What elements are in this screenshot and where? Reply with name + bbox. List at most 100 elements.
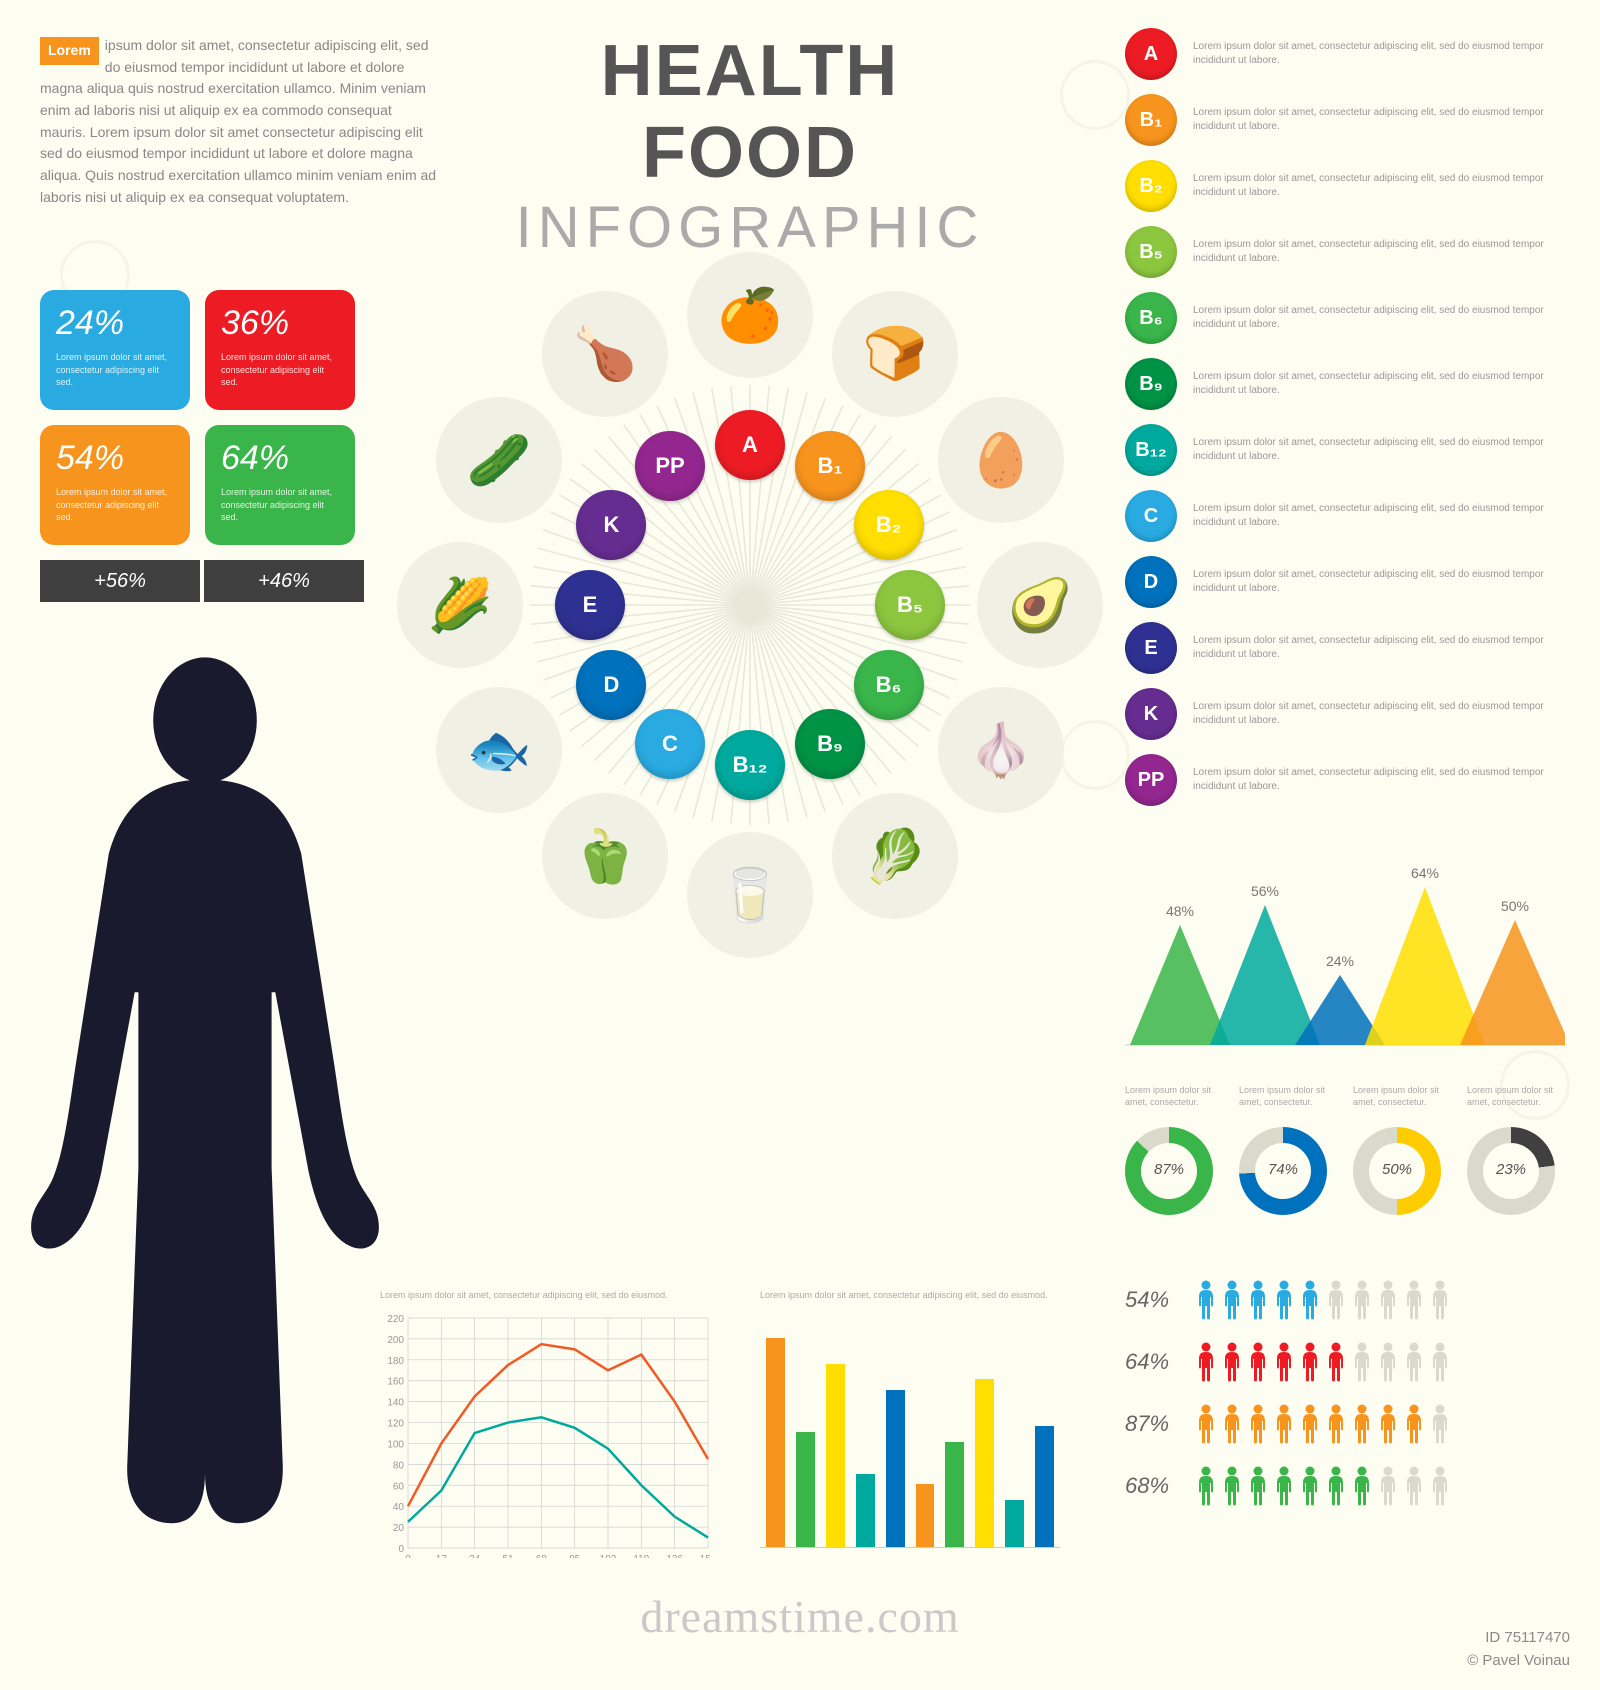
food-slot-B₅: 🥑 bbox=[977, 542, 1103, 668]
person-icon bbox=[1325, 1404, 1347, 1444]
legend-row-B₁: B₁ Lorem ipsum dolor sit amet, consectet… bbox=[1125, 94, 1565, 146]
vitamin-badge-D: D bbox=[576, 650, 646, 720]
people-icons bbox=[1195, 1280, 1451, 1320]
stat-tile-3: 64% Lorem ipsum dolor sit amet, consecte… bbox=[205, 425, 355, 545]
svg-text:34: 34 bbox=[469, 1554, 481, 1558]
svg-text:80: 80 bbox=[393, 1460, 405, 1471]
vitamin-badge-B₁: B₁ bbox=[795, 431, 865, 501]
people-pct: 54% bbox=[1125, 1287, 1195, 1313]
person-icon bbox=[1299, 1342, 1321, 1382]
legend-badge: K bbox=[1125, 688, 1177, 740]
vitamin-badge-B₅: B₅ bbox=[875, 570, 945, 640]
line-series bbox=[408, 1417, 708, 1537]
bar-chart: Lorem ipsum dolor sit amet, consectetur … bbox=[760, 1290, 1080, 1570]
donut-1: Lorem ipsum dolor sit amet, consectetur.… bbox=[1239, 1085, 1337, 1215]
person-icon bbox=[1325, 1466, 1347, 1506]
watermark: dreamstime.com bbox=[640, 1590, 959, 1643]
triangle bbox=[1365, 887, 1485, 1045]
bar-chart-bars bbox=[760, 1308, 1060, 1548]
triangle-chart: 48%56%24%64%50% bbox=[1125, 875, 1565, 1055]
stat-tile-1: 36% Lorem ipsum dolor sit amet, consecte… bbox=[205, 290, 355, 410]
person-icon bbox=[1351, 1404, 1373, 1444]
person-icon bbox=[1377, 1404, 1399, 1444]
vitamin-badge-B₂: B₂ bbox=[854, 490, 924, 560]
donut-label: 50% bbox=[1353, 1161, 1441, 1178]
person-icon bbox=[1247, 1342, 1269, 1382]
person-icon bbox=[1221, 1466, 1243, 1506]
bar-7 bbox=[975, 1379, 994, 1546]
legend-row-B₆: B₆ Lorem ipsum dolor sit amet, consectet… bbox=[1125, 292, 1565, 344]
food-slot-B₁: 🍞 bbox=[832, 291, 958, 417]
person-icon bbox=[1221, 1280, 1243, 1320]
bar-0 bbox=[766, 1338, 785, 1547]
food-slot-K: 🥒 bbox=[436, 397, 562, 523]
people-row-0: 54% bbox=[1125, 1280, 1565, 1320]
svg-text:100: 100 bbox=[387, 1439, 404, 1450]
svg-text:20: 20 bbox=[393, 1523, 405, 1534]
delta-1: +56% bbox=[40, 560, 200, 602]
legend-badge: B₆ bbox=[1125, 292, 1177, 344]
legend-text: Lorem ipsum dolor sit amet, consectetur … bbox=[1193, 766, 1565, 794]
person-icon bbox=[1429, 1342, 1451, 1382]
legend-text: Lorem ipsum dolor sit amet, consectetur … bbox=[1193, 370, 1565, 398]
people-pct: 87% bbox=[1125, 1411, 1195, 1437]
legend-row-B₉: B₉ Lorem ipsum dolor sit amet, consectet… bbox=[1125, 358, 1565, 410]
svg-text:220: 220 bbox=[387, 1314, 404, 1325]
legend-text: Lorem ipsum dolor sit amet, consectetur … bbox=[1193, 568, 1565, 596]
person-icon bbox=[1351, 1280, 1373, 1320]
person-icon bbox=[1325, 1342, 1347, 1382]
legend-row-B₂: B₂ Lorem ipsum dolor sit amet, consectet… bbox=[1125, 160, 1565, 212]
donut-header: Lorem ipsum dolor sit amet, consectetur. bbox=[1353, 1085, 1451, 1121]
legend-text: Lorem ipsum dolor sit amet, consectetur … bbox=[1193, 238, 1565, 266]
people-icons bbox=[1195, 1404, 1451, 1444]
people-row-1: 64% bbox=[1125, 1342, 1565, 1382]
person-icon bbox=[1403, 1280, 1425, 1320]
vitamin-badge-B₁₂: B₁₂ bbox=[715, 730, 785, 800]
page-title: HEALTH FOOD INFOGRAPHIC bbox=[490, 30, 1010, 261]
person-icon bbox=[1403, 1466, 1425, 1506]
person-icon bbox=[1299, 1280, 1321, 1320]
delta-2: +46% bbox=[204, 560, 364, 602]
person-icon bbox=[1325, 1280, 1347, 1320]
legend-badge: PP bbox=[1125, 754, 1177, 806]
people-pct: 68% bbox=[1125, 1473, 1195, 1499]
bar-2 bbox=[826, 1364, 845, 1547]
bar-chart-header: Lorem ipsum dolor sit amet, consectetur … bbox=[760, 1290, 1060, 1302]
donut-header: Lorem ipsum dolor sit amet, consectetur. bbox=[1125, 1085, 1223, 1121]
svg-text:68: 68 bbox=[536, 1554, 548, 1558]
person-icon bbox=[1377, 1280, 1399, 1320]
stat-text: Lorem ipsum dolor sit amet, consectetur … bbox=[221, 351, 339, 389]
food-slot-B₉: 🥬 bbox=[832, 793, 958, 919]
bar-5 bbox=[916, 1484, 935, 1547]
line-chart-header: Lorem ipsum dolor sit amet, consectetur … bbox=[380, 1290, 680, 1302]
bar-1 bbox=[796, 1432, 815, 1547]
person-icon bbox=[1273, 1342, 1295, 1382]
donut-ring: 87% bbox=[1125, 1127, 1213, 1215]
bar-9 bbox=[1035, 1426, 1054, 1546]
triangle-label: 56% bbox=[1251, 883, 1279, 899]
bar-4 bbox=[886, 1390, 905, 1547]
person-icon bbox=[1195, 1280, 1217, 1320]
person-icon bbox=[1247, 1466, 1269, 1506]
legend-row-E: E Lorem ipsum dolor sit amet, consectetu… bbox=[1125, 622, 1565, 674]
triangle bbox=[1460, 920, 1565, 1045]
person-icon bbox=[1247, 1280, 1269, 1320]
person-icon bbox=[1299, 1404, 1321, 1444]
donut-ring: 23% bbox=[1467, 1127, 1555, 1215]
legend-text: Lorem ipsum dolor sit amet, consectetur … bbox=[1193, 502, 1565, 530]
person-icon bbox=[1273, 1404, 1295, 1444]
triangle-label: 24% bbox=[1326, 953, 1354, 969]
vitamin-wheel: A🍊B₁🍞B₂🥚B₅🥑B₆🧄B₉🥬B₁₂🥛C🫑D🐟E🌽K🥒PP🍗 bbox=[390, 245, 1110, 965]
food-slot-PP: 🍗 bbox=[542, 291, 668, 417]
person-icon bbox=[1273, 1280, 1295, 1320]
credit-id: ID 75117470 bbox=[1467, 1627, 1570, 1650]
svg-text:0: 0 bbox=[405, 1554, 411, 1558]
vitamin-badge-B₆: B₆ bbox=[854, 650, 924, 720]
people-icons bbox=[1195, 1466, 1451, 1506]
stat-pct: 36% bbox=[221, 304, 339, 343]
stat-text: Lorem ipsum dolor sit amet, consectetur … bbox=[221, 486, 339, 524]
legend-row-D: D Lorem ipsum dolor sit amet, consectetu… bbox=[1125, 556, 1565, 608]
person-icon bbox=[1403, 1404, 1425, 1444]
legend-badge: D bbox=[1125, 556, 1177, 608]
legend-badge: E bbox=[1125, 622, 1177, 674]
